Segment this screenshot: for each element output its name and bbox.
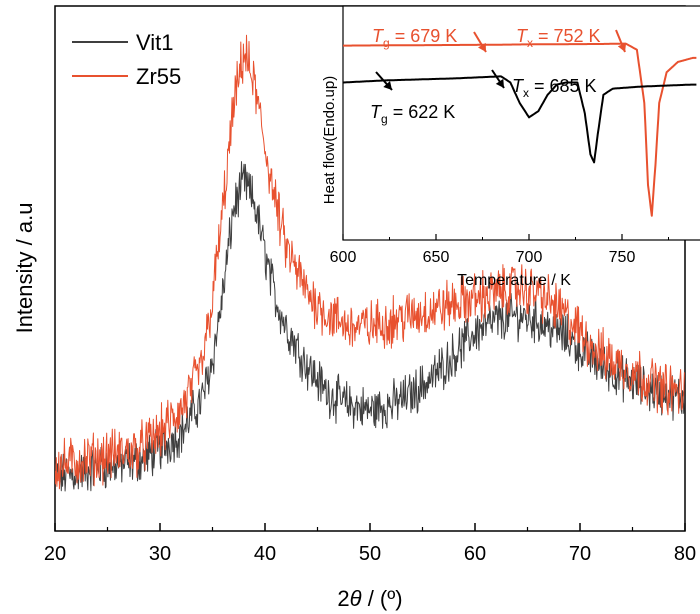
xrd-x-axis-label-suffix: / (º) xyxy=(362,586,403,611)
dsc-arrowhead-zr55-tg xyxy=(478,42,486,52)
dsc-x-axis-label: Temperature / K xyxy=(457,272,571,289)
xrd-x-axis-label-prefix: 2 xyxy=(337,586,349,611)
xrd-legend: Vit1 Zr55 xyxy=(72,30,181,89)
legend-label-vit1: Vit1 xyxy=(136,30,174,55)
xrd-x-tick-label: 60 xyxy=(464,543,486,565)
dsc-x-tick-label: 700 xyxy=(516,249,543,266)
dsc-annotation-zr55-tx: Tx = 752 K xyxy=(516,26,601,50)
xrd-x-tick-label: 40 xyxy=(254,543,276,565)
xrd-x-axis: 20 30 40 50 60 70 80 xyxy=(44,523,696,565)
dsc-x-axis: 600 650 700 750 xyxy=(330,234,669,266)
dsc-x-tick-label: 750 xyxy=(609,249,636,266)
xrd-series-line-zr55 xyxy=(55,34,685,490)
xrd-y-axis-label: Intensity / a.u xyxy=(12,203,37,334)
dsc-x-tick-label: 600 xyxy=(330,249,357,266)
xrd-x-axis-label: 2θ / (º) xyxy=(337,586,402,611)
dsc-annotation-zr55-tg: Tg = 679 K xyxy=(372,26,457,50)
dsc-series-group xyxy=(343,42,697,217)
dsc-series-line-zr55 xyxy=(343,42,697,217)
dsc-plot-frame xyxy=(342,5,700,241)
dsc-y-axis-label: Heat flow(Endo.up) xyxy=(321,76,338,204)
dsc-annotation-vit1-tg: Tg = 622 K xyxy=(370,102,455,126)
dsc-series-line-vit1 xyxy=(343,75,697,164)
xrd-series-group xyxy=(55,34,685,492)
xrd-x-tick-label: 20 xyxy=(44,543,66,565)
dsc-annotation-vit1-tx: Tx = 685 K xyxy=(512,76,597,100)
dsc-annotations: Tg = 679 K Tx = 752 K Tg = 622 K Tx = 685 K xyxy=(370,26,627,126)
xrd-plot-area: 20 30 40 50 60 70 80 xyxy=(44,5,696,565)
dsc-arrowhead-vit1-tx xyxy=(495,78,504,88)
xrd-x-tick-label: 30 xyxy=(149,543,171,565)
xrd-x-tick-label: 70 xyxy=(569,543,591,565)
xrd-x-tick-label: 80 xyxy=(674,543,696,565)
dsc-arrowhead-vit1-tg xyxy=(383,81,392,90)
xrd-x-axis-label-symbol: θ xyxy=(350,586,362,611)
xrd-x-tick-label: 50 xyxy=(359,543,381,565)
dsc-x-tick-label: 650 xyxy=(423,249,450,266)
dsc-arrowhead-zr55-tx xyxy=(617,42,627,52)
legend-label-zr55: Zr55 xyxy=(136,64,181,89)
dsc-inset: 600 650 700 750 Tg = 679 K Tx = 752 K Tg = 62… xyxy=(321,5,700,289)
